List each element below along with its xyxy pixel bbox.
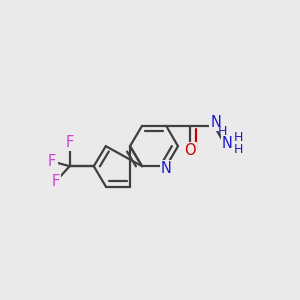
Text: H: H — [218, 125, 227, 138]
Text: N: N — [222, 136, 233, 151]
Text: N: N — [161, 161, 172, 176]
Text: H: H — [234, 131, 243, 144]
Text: H: H — [234, 142, 243, 156]
Text: F: F — [48, 154, 56, 169]
Text: O: O — [184, 143, 196, 158]
Text: N: N — [210, 115, 221, 130]
Text: F: F — [52, 174, 60, 189]
Text: F: F — [65, 135, 74, 150]
